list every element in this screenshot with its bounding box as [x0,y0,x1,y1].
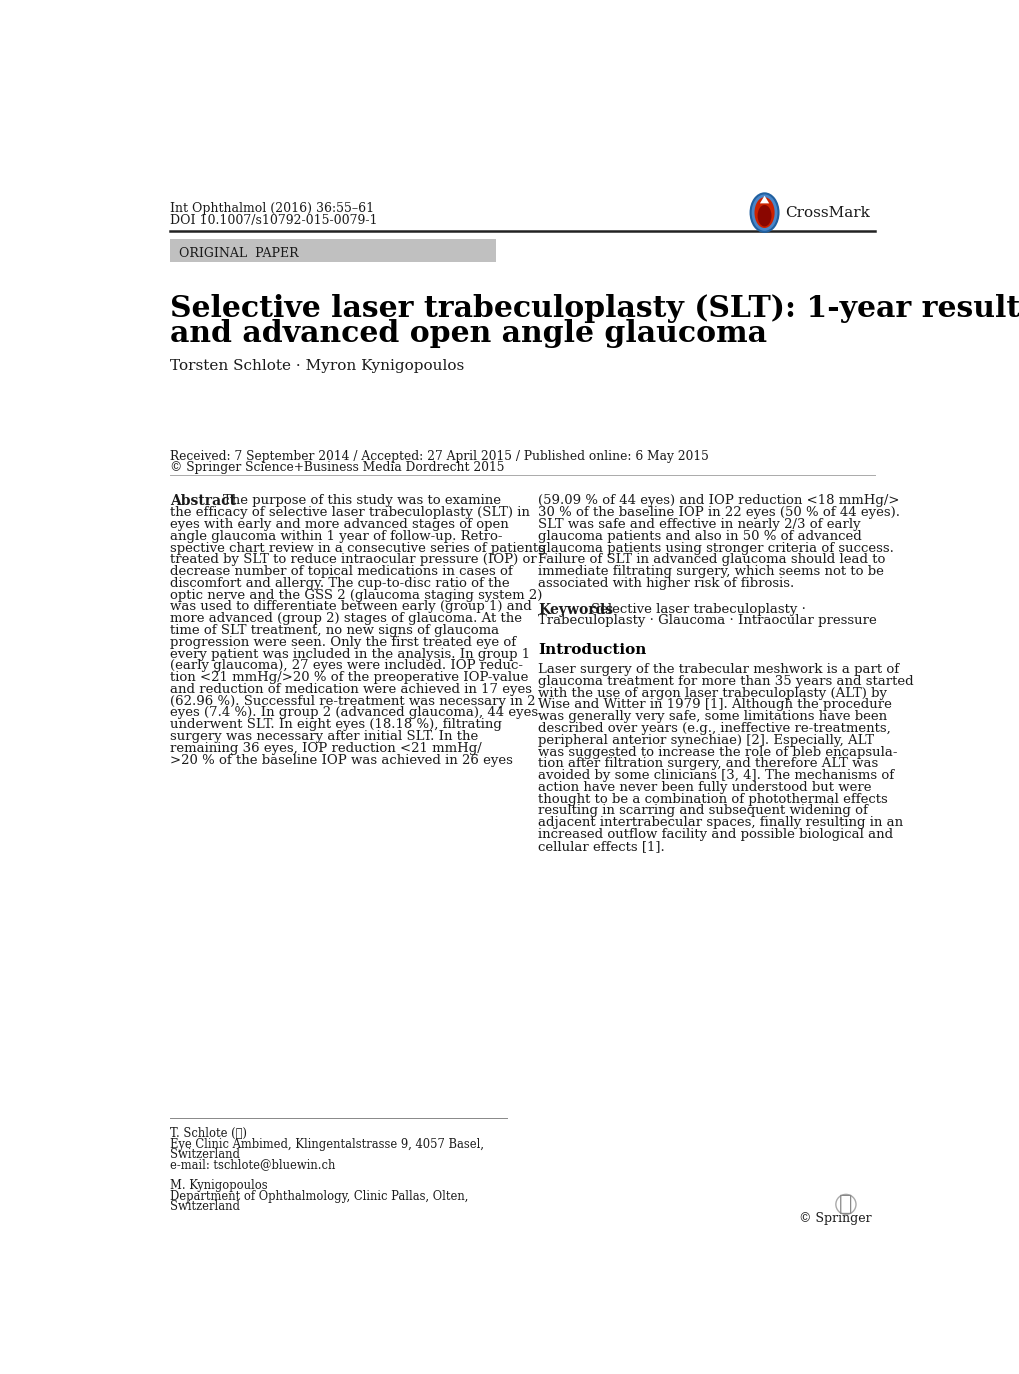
Text: was suggested to increase the role of bleb encapsula-: was suggested to increase the role of bl… [538,746,897,758]
Text: © Springer Science+Business Media Dordrecht 2015: © Springer Science+Business Media Dordre… [170,462,504,474]
Text: SLT was safe and effective in nearly 2/3 of early: SLT was safe and effective in nearly 2/3… [538,518,860,530]
FancyBboxPatch shape [170,239,495,262]
Text: cellular effects [1].: cellular effects [1]. [538,840,664,853]
Text: was used to differentiate between early (group 1) and: was used to differentiate between early … [170,600,531,613]
Text: discomfort and allergy. The cup-to-disc ratio of the: discomfort and allergy. The cup-to-disc … [170,577,509,589]
Text: treated by SLT to reduce intraocular pressure (IOP) or: treated by SLT to reduce intraocular pre… [170,554,536,566]
Text: Received: 7 September 2014 / Accepted: 27 April 2015 / Published online: 6 May 2: Received: 7 September 2014 / Accepted: 2… [170,449,708,463]
Text: surgery was necessary after initial SLT. In the: surgery was necessary after initial SLT.… [170,730,478,743]
Text: eyes with early and more advanced stages of open: eyes with early and more advanced stages… [170,518,508,530]
Text: M. Kynigopoulos: M. Kynigopoulos [170,1179,268,1193]
Text: Switzerland: Switzerland [170,1200,239,1213]
Text: Selective laser trabeculoplasty ·: Selective laser trabeculoplasty · [590,603,805,616]
Text: ORIGINAL  PAPER: ORIGINAL PAPER [179,247,299,260]
Text: glaucoma treatment for more than 35 years and started: glaucoma treatment for more than 35 year… [538,675,913,688]
Text: every patient was included in the analysis. In group 1: every patient was included in the analys… [170,647,530,661]
Text: © Springer: © Springer [798,1212,870,1226]
Text: Abstract: Abstract [170,495,235,508]
Text: >20 % of the baseline IOP was achieved in 26 eyes: >20 % of the baseline IOP was achieved i… [170,753,513,767]
Text: immediate filtrating surgery, which seems not to be: immediate filtrating surgery, which seem… [538,565,883,578]
Text: the efficacy of selective laser trabeculoplasty (SLT) in: the efficacy of selective laser trabecul… [170,506,530,519]
Text: progression were seen. Only the first treated eye of: progression were seen. Only the first tr… [170,636,516,649]
Text: and reduction of medication were achieved in 17 eyes: and reduction of medication were achieve… [170,683,532,697]
Text: optic nerve and the GSS 2 (glaucoma staging system 2): optic nerve and the GSS 2 (glaucoma stag… [170,588,542,602]
Text: angle glaucoma within 1 year of follow-up. Retro-: angle glaucoma within 1 year of follow-u… [170,530,502,543]
Text: Keywords: Keywords [538,603,612,617]
Text: described over years (e.g., ineffective re-treatments,: described over years (e.g., ineffective … [538,721,891,735]
Text: Department of Ophthalmology, Clinic Pallas, Olten,: Department of Ophthalmology, Clinic Pall… [170,1190,468,1202]
Text: glaucoma patients and also in 50 % of advanced: glaucoma patients and also in 50 % of ad… [538,530,861,543]
Text: spective chart review in a consecutive series of patients: spective chart review in a consecutive s… [170,541,544,555]
Text: 30 % of the baseline IOP in 22 eyes (50 % of 44 eyes).: 30 % of the baseline IOP in 22 eyes (50 … [538,506,900,519]
Text: T. Schlote (✉): T. Schlote (✉) [170,1128,247,1140]
Text: Selective laser trabeculoplasty (SLT): 1-year results in early: Selective laser trabeculoplasty (SLT): 1… [170,294,1019,323]
Text: Switzerland: Switzerland [170,1149,239,1161]
Text: and advanced open angle glaucoma: and advanced open angle glaucoma [170,319,766,348]
Text: action have never been fully understood but were: action have never been fully understood … [538,780,871,794]
Text: Trabeculoplasty · Glaucoma · Intraocular pressure: Trabeculoplasty · Glaucoma · Intraocular… [538,614,876,628]
Text: DOI 10.1007/s10792-015-0079-1: DOI 10.1007/s10792-015-0079-1 [170,214,377,227]
Text: resulting in scarring and subsequent widening of: resulting in scarring and subsequent wid… [538,804,867,818]
Text: time of SLT treatment, no new signs of glaucoma: time of SLT treatment, no new signs of g… [170,624,498,638]
Text: peripheral anterior synechiae) [2]. Especially, ALT: peripheral anterior synechiae) [2]. Espe… [538,734,873,746]
Ellipse shape [757,205,770,227]
Text: Laser surgery of the trabecular meshwork is a part of: Laser surgery of the trabecular meshwork… [538,664,899,676]
Text: Wise and Witter in 1979 [1]. Although the procedure: Wise and Witter in 1979 [1]. Although th… [538,698,892,712]
Text: Ⓢ: Ⓢ [839,1194,852,1215]
Ellipse shape [754,198,773,228]
Text: The purpose of this study was to examine: The purpose of this study was to examine [222,495,500,507]
Text: thought to be a combination of photothermal effects: thought to be a combination of photother… [538,793,888,805]
Text: associated with higher risk of fibrosis.: associated with higher risk of fibrosis. [538,577,794,589]
Text: with the use of argon laser trabeculoplasty (ALT) by: with the use of argon laser trabeculopla… [538,687,887,699]
Text: eyes (7.4 %). In group 2 (advanced glaucoma), 44 eyes: eyes (7.4 %). In group 2 (advanced glauc… [170,706,538,720]
Text: (early glaucoma), 27 eyes were included. IOP reduc-: (early glaucoma), 27 eyes were included.… [170,660,523,672]
Text: (59.09 % of 44 eyes) and IOP reduction <18 mmHg/>: (59.09 % of 44 eyes) and IOP reduction <… [538,495,899,507]
Text: decrease number of topical medications in cases of: decrease number of topical medications i… [170,565,513,578]
Text: Int Ophthalmol (2016) 36:55–61: Int Ophthalmol (2016) 36:55–61 [170,202,374,214]
Text: glaucoma patients using stronger criteria of success.: glaucoma patients using stronger criteri… [538,541,894,555]
Text: was generally very safe, some limitations have been: was generally very safe, some limitation… [538,710,887,723]
Text: Eye Clinic Ambimed, Klingentalstrasse 9, 4057 Basel,: Eye Clinic Ambimed, Klingentalstrasse 9,… [170,1138,484,1151]
Text: Torsten Schlote · Myron Kynigopoulos: Torsten Schlote · Myron Kynigopoulos [170,359,464,372]
Text: Introduction: Introduction [538,643,646,657]
Text: tion <21 mmHg/>20 % of the preoperative IOP-value: tion <21 mmHg/>20 % of the preoperative … [170,671,528,684]
Text: adjacent intertrabecular spaces, finally resulting in an: adjacent intertrabecular spaces, finally… [538,816,903,830]
Text: remaining 36 eyes, IOP reduction <21 mmHg/: remaining 36 eyes, IOP reduction <21 mmH… [170,742,481,754]
Polygon shape [759,195,768,203]
Text: (62.96 %). Successful re-treatment was necessary in 2: (62.96 %). Successful re-treatment was n… [170,695,535,708]
Text: more advanced (group 2) stages of glaucoma. At the: more advanced (group 2) stages of glauco… [170,613,522,625]
Ellipse shape [750,194,777,232]
Text: underwent SLT. In eight eyes (18.18 %), filtrating: underwent SLT. In eight eyes (18.18 %), … [170,719,501,731]
Text: avoided by some clinicians [3, 4]. The mechanisms of: avoided by some clinicians [3, 4]. The m… [538,769,894,782]
Text: CrossMark: CrossMark [784,206,869,220]
Text: Failure of SLT in advanced glaucoma should lead to: Failure of SLT in advanced glaucoma shou… [538,554,884,566]
Text: increased outflow facility and possible biological and: increased outflow facility and possible … [538,829,893,841]
Text: e-mail: tschlote@bluewin.ch: e-mail: tschlote@bluewin.ch [170,1158,335,1172]
Text: tion after filtration surgery, and therefore ALT was: tion after filtration surgery, and there… [538,757,877,771]
